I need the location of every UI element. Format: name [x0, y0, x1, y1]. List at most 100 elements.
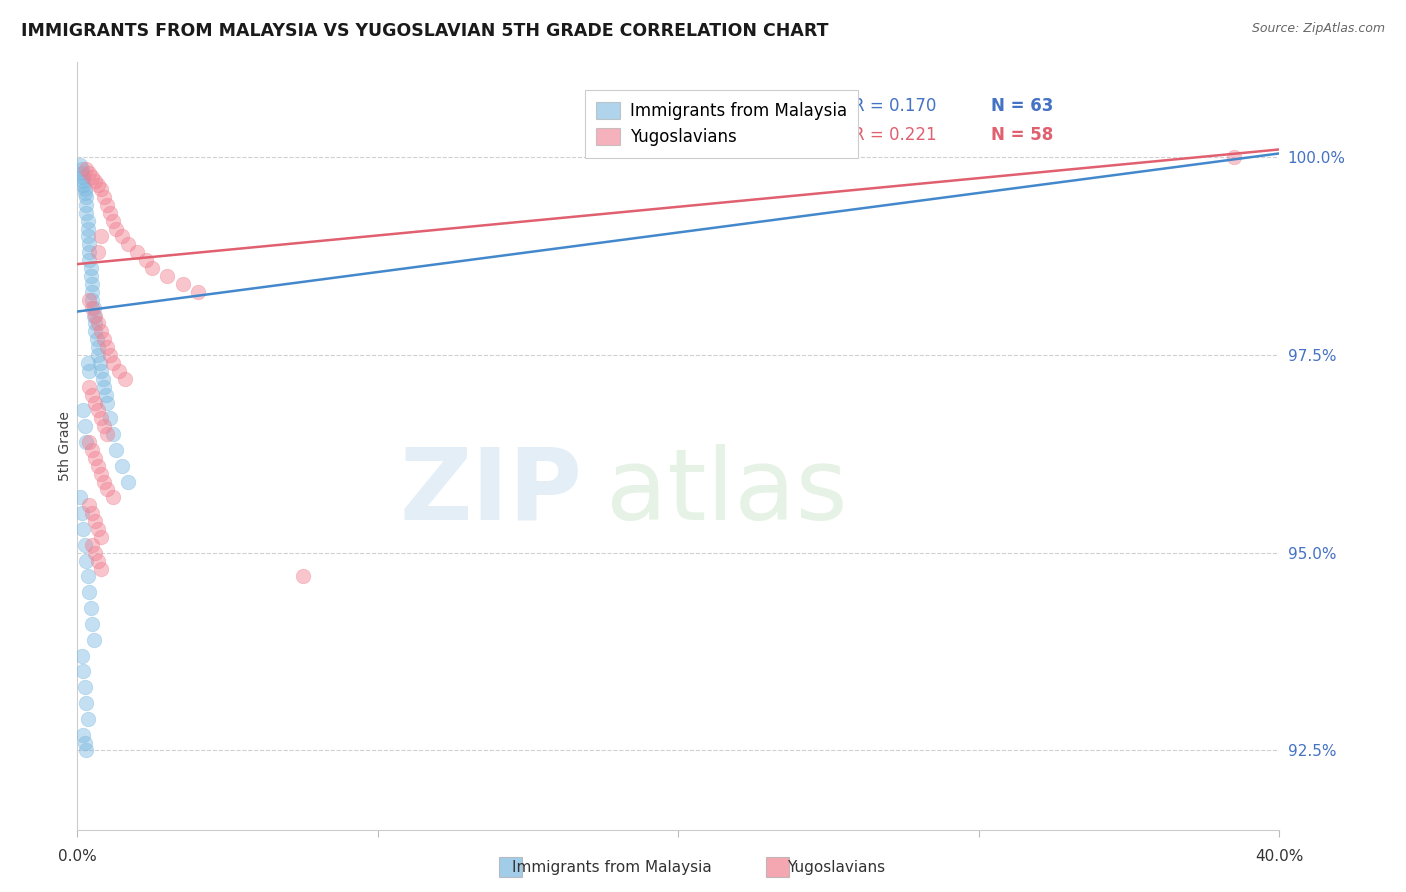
Point	[82, 170, 104, 185]
Legend: Immigrants from Malaysia, Yugoslavians: Immigrants from Malaysia, Yugoslavians	[585, 90, 858, 158]
Text: R = 0.170: R = 0.170	[852, 97, 936, 115]
Point	[73, 186, 96, 200]
Point	[93, 332, 115, 346]
Point	[103, 427, 125, 442]
Point	[186, 285, 209, 299]
Point	[79, 245, 101, 260]
Point	[82, 506, 104, 520]
Point	[114, 372, 136, 386]
Point	[135, 253, 157, 268]
Point	[69, 158, 91, 172]
Point	[83, 632, 105, 647]
Point	[75, 205, 97, 219]
Point	[76, 221, 98, 235]
Text: N = 58: N = 58	[991, 127, 1053, 145]
Text: atlas: atlas	[606, 443, 848, 541]
Point	[72, 403, 94, 417]
Point	[87, 340, 110, 354]
Point	[82, 301, 104, 315]
Point	[87, 403, 110, 417]
Text: Yugoslavians: Yugoslavians	[787, 860, 886, 874]
Text: 0.0%: 0.0%	[58, 849, 97, 864]
Point	[84, 317, 107, 331]
Point	[82, 277, 104, 291]
Point	[84, 514, 107, 528]
Point	[87, 348, 110, 362]
Point	[111, 229, 134, 244]
Point	[103, 491, 125, 505]
Point	[79, 498, 101, 512]
Point	[93, 380, 115, 394]
Point	[94, 387, 117, 401]
Point	[90, 182, 112, 196]
Point	[73, 735, 96, 749]
Point	[87, 554, 110, 568]
Point	[82, 616, 104, 631]
Point	[291, 569, 314, 583]
Point	[82, 538, 104, 552]
Point	[96, 483, 118, 497]
Point	[141, 261, 163, 276]
Point	[103, 213, 125, 227]
Point	[111, 458, 134, 473]
Point	[100, 205, 122, 219]
Point	[127, 245, 149, 260]
Point	[70, 162, 93, 177]
Point	[89, 356, 111, 370]
Text: Immigrants from Malaysia: Immigrants from Malaysia	[512, 860, 711, 874]
Point	[90, 561, 112, 575]
Bar	[499, 857, 522, 877]
Point	[72, 178, 94, 192]
Point	[105, 221, 128, 235]
Point	[72, 174, 94, 188]
Point	[70, 506, 93, 520]
Point	[96, 198, 118, 212]
Point	[72, 170, 94, 185]
Point	[73, 182, 96, 196]
Point	[100, 411, 122, 425]
Point	[84, 546, 107, 560]
Point	[76, 229, 98, 244]
Point	[72, 665, 94, 679]
Point	[96, 395, 118, 409]
Point	[84, 450, 107, 465]
Point	[79, 585, 101, 599]
Point	[79, 293, 101, 307]
Y-axis label: 5th Grade: 5th Grade	[58, 411, 72, 481]
Text: ZIP: ZIP	[399, 443, 582, 541]
Point	[87, 458, 110, 473]
Point	[79, 237, 101, 252]
Point	[108, 364, 131, 378]
Point	[84, 309, 107, 323]
Point	[87, 178, 110, 192]
Bar	[766, 857, 789, 877]
Text: Source: ZipAtlas.com: Source: ZipAtlas.com	[1251, 22, 1385, 36]
Point	[82, 293, 104, 307]
Point	[87, 522, 110, 536]
Point	[84, 174, 107, 188]
Point	[93, 419, 115, 434]
Point	[79, 435, 101, 450]
Point	[72, 522, 94, 536]
Point	[80, 268, 103, 283]
Text: R = 0.221: R = 0.221	[852, 127, 936, 145]
Point	[117, 475, 139, 489]
Point	[100, 348, 122, 362]
Point	[79, 253, 101, 268]
Point	[90, 530, 112, 544]
Text: 40.0%: 40.0%	[1256, 849, 1303, 864]
Point	[75, 435, 97, 450]
Point	[90, 364, 112, 378]
Point	[79, 364, 101, 378]
Point	[93, 190, 115, 204]
Point	[70, 648, 93, 663]
Point	[156, 268, 179, 283]
Point	[79, 166, 101, 180]
Text: IMMIGRANTS FROM MALAYSIA VS YUGOSLAVIAN 5TH GRADE CORRELATION CHART: IMMIGRANTS FROM MALAYSIA VS YUGOSLAVIAN …	[21, 22, 828, 40]
Point	[90, 467, 112, 481]
Point	[76, 213, 98, 227]
Point	[76, 569, 98, 583]
Point	[91, 372, 114, 386]
Point	[93, 475, 115, 489]
Point	[79, 380, 101, 394]
